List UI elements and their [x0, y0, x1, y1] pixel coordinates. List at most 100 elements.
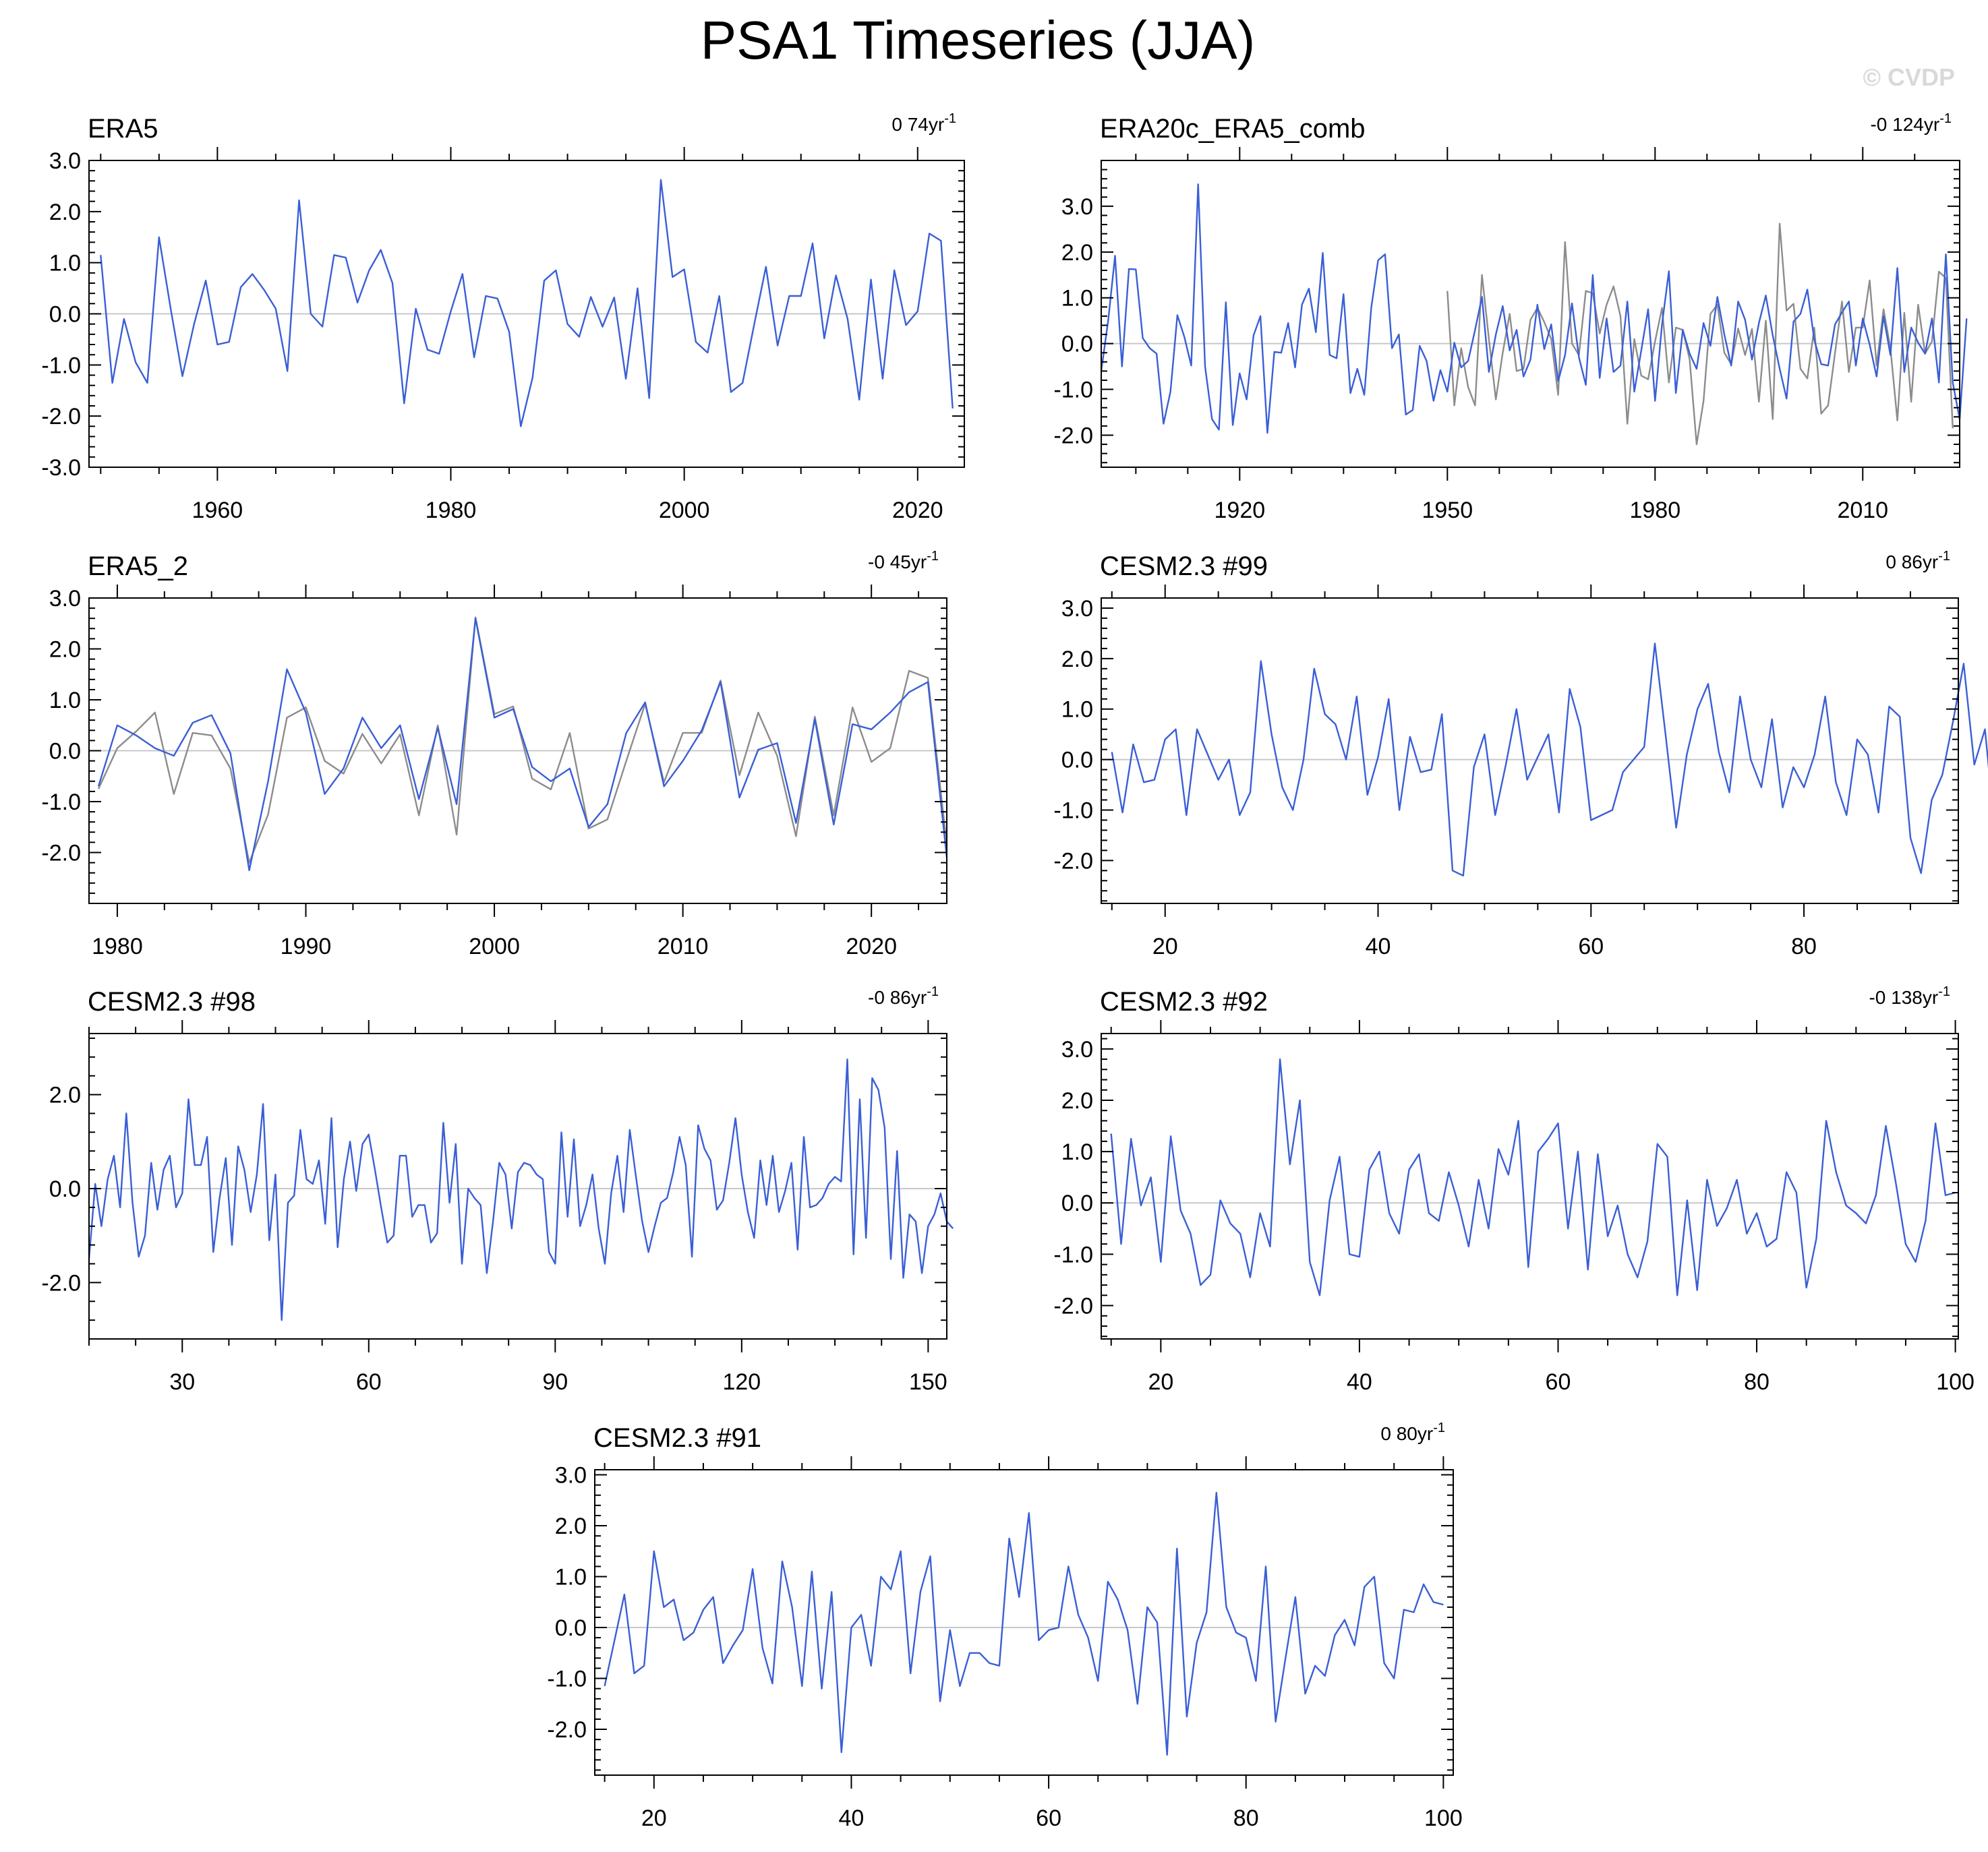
- plot-frame: [1101, 597, 1959, 904]
- x-tick-label: 1990: [281, 934, 332, 959]
- y-tick-label: -1.0: [1053, 378, 1093, 403]
- series-line-era5-2: [97, 618, 948, 872]
- x-tick-label: 1980: [92, 934, 143, 959]
- trend-superscript: -1: [944, 111, 956, 126]
- x-tick-label: 20: [641, 1805, 667, 1831]
- trend-superscript: -1: [1939, 111, 1952, 126]
- watermark: © CVDP: [1863, 63, 1955, 91]
- y-tick-label: -1.0: [547, 1667, 587, 1692]
- trend-label: -0 138yr-1: [1869, 984, 1950, 1008]
- trend-label: -0 86yr-1: [868, 984, 939, 1008]
- panel-title: CESM2.3 #98: [88, 987, 256, 1017]
- trend-label: -0 124yr-1: [1870, 111, 1952, 135]
- x-tick-label: 120: [722, 1369, 761, 1395]
- panel-title: CESM2.3 #99: [1100, 551, 1268, 581]
- trend-value: 0 74yr: [891, 114, 944, 135]
- y-tick-label: -2.0: [1053, 848, 1093, 874]
- x-tick-label: 60: [1578, 934, 1604, 959]
- panel-era5_2: ERA5_2 -0 45yr-1 -2.0 -1.0 0.0 1.0 2.0 3.0 1980 1…: [41, 549, 948, 959]
- y-tick-label: 2.0: [1061, 647, 1093, 672]
- y-tick-label: 2.0: [1061, 240, 1093, 266]
- plot-frame: [1101, 1033, 1959, 1340]
- y-tick-label: 0.0: [1061, 748, 1093, 773]
- y-tick-label: -1.0: [1053, 798, 1093, 823]
- x-tick-label: 2020: [892, 498, 943, 523]
- x-tick-label: 20: [1152, 934, 1178, 959]
- y-tick-label: 3.0: [1061, 194, 1093, 220]
- series-line-era20c-era5-comb: [1100, 183, 1968, 434]
- series-line-era5: [1446, 222, 1954, 446]
- panel-era5: ERA5 0 74yr-1 -3.0 -2.0 -1.0 0.0 1.0 2.0 3.0 1960…: [41, 111, 965, 523]
- x-tick-label: 2000: [659, 498, 710, 523]
- trend-label: 0 80yr-1: [1380, 1421, 1445, 1444]
- y-tick-label: 0.0: [49, 1176, 81, 1202]
- panel-title: CESM2.3 #92: [1100, 987, 1268, 1017]
- y-tick-label: 1.0: [1061, 697, 1093, 723]
- x-tick-label: 80: [1744, 1369, 1770, 1395]
- panel-cesm91: CESM2.3 #91 0 80yr-1 -2.0 -1.0 0.0 1.0 2.0 3.0 2…: [547, 1421, 1462, 1831]
- y-tick-label: 2.0: [1061, 1088, 1093, 1114]
- y-tick-label: -3.0: [41, 455, 81, 481]
- y-tick-label: 1.0: [1061, 286, 1093, 311]
- panel-title: ERA5_2: [88, 551, 188, 581]
- x-tick-label: 1960: [192, 498, 243, 523]
- trend-value: 0 86yr: [1885, 551, 1938, 572]
- series-line-cesm2-3-98: [88, 1058, 954, 1321]
- trend-label: -0 45yr-1: [868, 549, 939, 572]
- y-tick-label: -2.0: [41, 841, 81, 866]
- y-tick-label: -1.0: [1053, 1242, 1093, 1267]
- y-tick-label: 1.0: [1061, 1139, 1093, 1165]
- panel-title: ERA5: [88, 114, 158, 144]
- plot-frame: [594, 1469, 1454, 1776]
- panel-cesm99: CESM2.3 #99 0 86yr-1 -2.0 -1.0 0.0 1.0 2.0 3.0 2…: [1053, 549, 1988, 959]
- y-tick-label: 1.0: [49, 251, 81, 276]
- figure-title: PSA1 Timeseries (JJA): [701, 10, 1255, 70]
- x-tick-label: 40: [1347, 1369, 1372, 1395]
- panels: ERA5 0 74yr-1-3.0-2.0-1.00.01.02.03.01960…: [41, 111, 1988, 1831]
- y-tick-label: -2.0: [547, 1717, 587, 1743]
- trend-value: 0 80yr: [1380, 1423, 1433, 1444]
- y-tick-label: -1.0: [41, 789, 81, 815]
- y-tick-label: 3.0: [49, 586, 81, 611]
- trend-superscript: -1: [927, 984, 939, 999]
- x-tick-label: 80: [1791, 934, 1817, 959]
- y-tick-label: 1.0: [555, 1565, 587, 1590]
- trend-value: -0 86yr: [868, 987, 927, 1008]
- y-tick-label: -2.0: [41, 1270, 81, 1296]
- y-tick-label: 3.0: [555, 1463, 587, 1489]
- y-tick-label: 2.0: [555, 1514, 587, 1539]
- series-line-era5: [100, 179, 954, 427]
- y-tick-label: 0.0: [49, 302, 81, 328]
- x-tick-label: 2010: [657, 934, 709, 959]
- x-tick-label: 2000: [469, 934, 520, 959]
- trend-superscript: -1: [1938, 984, 1950, 999]
- x-tick-label: 80: [1233, 1805, 1259, 1831]
- x-tick-label: 40: [1366, 934, 1391, 959]
- y-tick-label: 0.0: [49, 739, 81, 765]
- trend-value: -0 45yr: [868, 551, 927, 572]
- x-tick-label: 60: [1036, 1805, 1061, 1831]
- trend-label: 0 74yr-1: [891, 111, 956, 135]
- trend-label: 0 86yr-1: [1885, 549, 1950, 572]
- x-tick-label: 1920: [1215, 498, 1266, 523]
- y-tick-label: 0.0: [1061, 1191, 1093, 1216]
- series-line-cesm2-3-99: [1111, 643, 1988, 877]
- panel-title: CESM2.3 #91: [593, 1423, 761, 1453]
- trend-superscript: -1: [1433, 1421, 1445, 1435]
- series-line-cesm2-3-92: [1110, 1058, 1956, 1296]
- x-tick-label: 60: [356, 1369, 382, 1395]
- x-tick-label: 150: [909, 1369, 947, 1395]
- x-tick-label: 2010: [1837, 498, 1888, 523]
- x-tick-label: 30: [169, 1369, 195, 1395]
- x-tick-label: 60: [1546, 1369, 1571, 1395]
- series-line-cesm2-3-91: [604, 1491, 1444, 1756]
- y-tick-label: -1.0: [41, 353, 81, 378]
- y-tick-label: -2.0: [1053, 1294, 1093, 1319]
- x-tick-label: 2020: [846, 934, 897, 959]
- x-tick-label: 100: [1424, 1805, 1463, 1831]
- x-tick-label: 40: [839, 1805, 865, 1831]
- x-tick-label: 1980: [426, 498, 477, 523]
- x-tick-label: 100: [1936, 1369, 1975, 1395]
- y-tick-label: 3.0: [1061, 596, 1093, 622]
